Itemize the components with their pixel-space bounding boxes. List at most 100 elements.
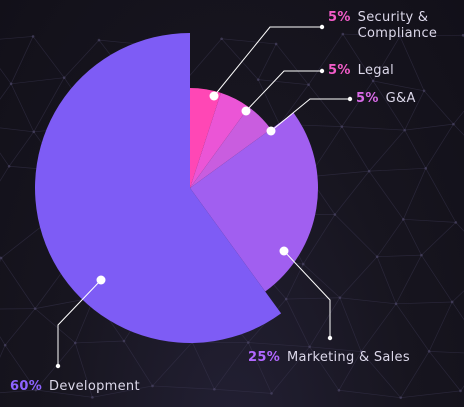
name-legal: Legal [357,63,395,78]
network-line [403,218,456,223]
network-node [301,262,305,266]
network-line [152,385,215,390]
network-node [333,213,337,216]
network-line [0,152,10,167]
leader-line [57,279,102,366]
network-line [74,342,93,398]
pct-legal: 5% [328,63,351,78]
network-line [376,219,404,257]
network-line [453,123,464,136]
network-line [221,38,277,45]
network-node [213,387,216,391]
pie-slice-development [34,33,282,344]
network-line [403,168,427,220]
network-node [427,350,431,353]
network-node [284,297,288,301]
label-security-compliance: 5% Security & Compliance [328,10,437,42]
network-line [32,36,65,78]
network-node [371,79,375,83]
network-node [341,32,345,36]
network-line [0,257,36,309]
network-line [403,219,422,256]
pie-slice-g-a [190,107,271,188]
network-node [367,169,371,173]
network-line [338,389,401,399]
network-node [375,255,379,259]
network-node [97,38,101,42]
network-node [31,35,35,38]
network-line [339,256,378,298]
network-node [454,221,458,224]
network-line [257,79,280,125]
network-line [0,222,47,259]
network-node [340,125,344,128]
network-line [377,254,422,258]
name-marketing: Marketing & Sales [287,350,410,365]
network-node [7,164,11,168]
network-node [424,167,428,170]
network-line [4,344,37,391]
network-line [395,303,430,352]
network-line [423,90,454,125]
pie-slice-legal [190,92,249,188]
pie-slice-marketing-sales [190,112,318,292]
network-node [402,218,405,221]
network-line [35,342,76,391]
network-node [122,339,126,343]
leader-end-dot [55,363,61,369]
network-line [341,126,405,131]
network-node [461,33,464,37]
network-line [0,36,34,40]
leader-dot [96,275,106,285]
network-node [398,34,402,38]
network-line [221,38,259,80]
leader-end-dot [319,68,325,74]
network-line [248,342,310,348]
network-line [429,350,464,354]
network-node [256,78,260,81]
network-node [359,350,363,353]
leader-dot [279,246,289,256]
leader-end-dot [347,96,353,102]
leader-end-dot [319,24,325,30]
network-node [459,389,462,393]
network-node [394,302,398,306]
network-line [404,123,454,131]
network-line [33,77,65,132]
network-line [404,129,427,169]
network-line [368,129,405,172]
network-line [395,255,422,304]
name-ga: G&A [385,91,416,106]
leader-line [270,98,350,132]
leader-dot [241,106,251,116]
network-line [191,342,215,390]
network-line [309,297,341,347]
network-node [399,396,403,399]
pie-slice-security-compliance [190,88,221,188]
name-security-line2: Compliance [357,26,438,41]
network-line [302,214,336,265]
network-line [421,222,457,256]
network-line [152,341,193,387]
leader-line [245,70,322,112]
network-line [75,340,124,344]
network-line [342,33,374,82]
pct-development: 60% [10,379,43,394]
network-line [0,67,12,85]
network-node [0,256,3,260]
pct-marketing: 25% [248,350,281,365]
network-node [337,388,341,392]
network-line [0,127,34,133]
network-line [400,390,461,399]
network-node [151,384,154,388]
network-node [33,307,37,310]
leader-end-dot [327,335,333,341]
network-node [246,341,250,344]
network-line [92,385,153,398]
name-security-line1: Security & [357,10,429,25]
network-line [279,84,309,125]
network-line [425,168,457,223]
network-line [342,33,400,37]
network-node [3,343,7,347]
network-node [274,42,278,46]
